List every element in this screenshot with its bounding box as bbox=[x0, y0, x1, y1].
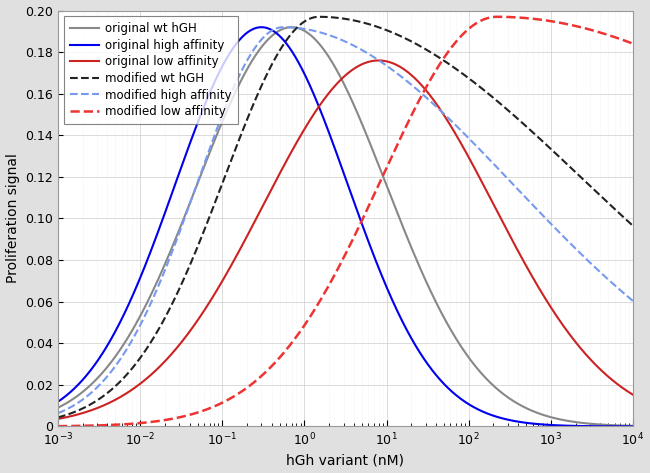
original low affinity bbox=[629, 392, 637, 398]
modified low affinity bbox=[527, 16, 535, 21]
original high affinity bbox=[274, 31, 281, 37]
original low affinity bbox=[527, 271, 535, 277]
modified wt hGH bbox=[315, 14, 323, 20]
modified low affinity bbox=[399, 130, 407, 136]
modified wt hGH bbox=[527, 128, 535, 133]
original low affinity bbox=[54, 416, 62, 422]
modified low affinity bbox=[274, 357, 281, 363]
original low affinity bbox=[274, 175, 281, 180]
modified wt hGH bbox=[483, 90, 491, 96]
original wt hGH bbox=[54, 405, 62, 411]
original low affinity bbox=[428, 95, 436, 101]
Line: modified wt hGH: modified wt hGH bbox=[58, 17, 633, 417]
Line: original low affinity: original low affinity bbox=[58, 61, 633, 419]
modified high affinity bbox=[629, 298, 637, 304]
original wt hGH bbox=[288, 24, 296, 30]
original high affinity bbox=[54, 399, 62, 404]
original high affinity bbox=[483, 411, 491, 416]
original wt hGH bbox=[527, 407, 535, 413]
Y-axis label: Proliferation signal: Proliferation signal bbox=[6, 154, 20, 283]
original wt hGH bbox=[483, 377, 491, 382]
Line: modified low affinity: modified low affinity bbox=[58, 17, 633, 426]
modified high affinity bbox=[527, 200, 535, 206]
modified high affinity bbox=[428, 100, 436, 105]
original wt hGH bbox=[629, 423, 637, 429]
original high affinity bbox=[527, 420, 535, 426]
modified low affinity bbox=[159, 418, 166, 423]
modified wt hGH bbox=[274, 51, 281, 57]
modified wt hGH bbox=[399, 35, 407, 40]
modified wt hGH bbox=[428, 50, 436, 56]
original high affinity bbox=[257, 24, 265, 30]
modified wt hGH bbox=[629, 223, 637, 228]
original wt hGH bbox=[159, 267, 166, 273]
original low affinity bbox=[483, 189, 491, 195]
X-axis label: hGh variant (nM): hGh variant (nM) bbox=[287, 454, 404, 467]
modified low affinity bbox=[629, 41, 637, 46]
modified high affinity bbox=[483, 154, 491, 160]
modified low affinity bbox=[483, 16, 491, 21]
original low affinity bbox=[399, 66, 407, 71]
original wt hGH bbox=[428, 291, 436, 297]
modified low affinity bbox=[493, 14, 500, 20]
modified high affinity bbox=[279, 24, 287, 30]
modified low affinity bbox=[54, 423, 62, 429]
Line: modified high affinity: modified high affinity bbox=[58, 27, 633, 413]
modified low affinity bbox=[428, 74, 436, 80]
Legend: original wt hGH, original high affinity, original low affinity, modified wt hGH,: original wt hGH, original high affinity,… bbox=[64, 17, 238, 124]
original high affinity bbox=[428, 367, 436, 373]
modified high affinity bbox=[159, 273, 166, 279]
modified wt hGH bbox=[54, 414, 62, 420]
original wt hGH bbox=[399, 224, 407, 230]
modified high affinity bbox=[399, 75, 407, 81]
modified high affinity bbox=[54, 411, 62, 416]
Line: original wt hGH: original wt hGH bbox=[58, 27, 633, 426]
original high affinity bbox=[399, 320, 407, 325]
original low affinity bbox=[159, 361, 166, 367]
original high affinity bbox=[629, 423, 637, 429]
original low affinity bbox=[374, 58, 382, 63]
modified high affinity bbox=[274, 25, 281, 31]
original wt hGH bbox=[274, 29, 281, 35]
Line: original high affinity: original high affinity bbox=[58, 27, 633, 426]
original high affinity bbox=[159, 217, 166, 223]
modified wt hGH bbox=[159, 320, 166, 325]
